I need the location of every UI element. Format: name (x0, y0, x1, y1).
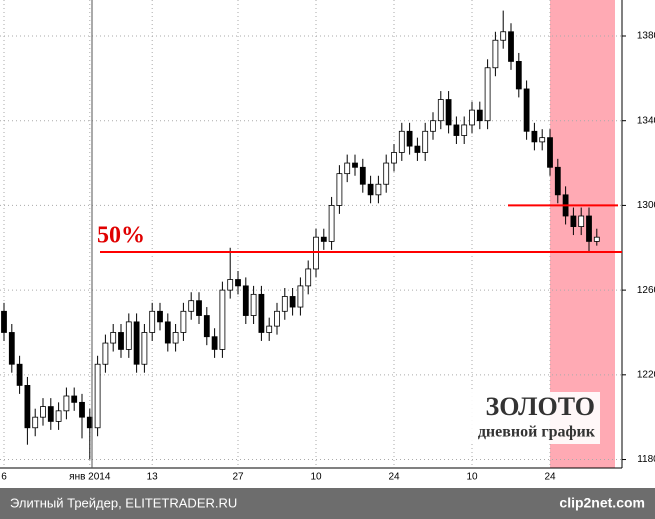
candle-body (414, 145, 421, 153)
candle-body (266, 325, 273, 333)
x-tick-label: янв 2014 (69, 472, 111, 483)
candle-body (359, 166, 366, 185)
y-tick-label: 1260 (637, 285, 655, 296)
y-tick-label: 1340 (637, 115, 655, 126)
candle-body (484, 67, 491, 122)
candle-body (227, 279, 234, 291)
candle-body (305, 268, 312, 287)
candle-body (133, 321, 140, 365)
candle-body (508, 31, 514, 62)
candle-body (172, 332, 179, 344)
candle-body (242, 285, 249, 316)
title-box (440, 392, 600, 444)
candle-body (79, 401, 85, 418)
candle-body (258, 293, 265, 333)
candle-body (523, 88, 530, 132)
candle-body (40, 406, 46, 418)
chart-title: ЗОЛОТО (486, 392, 595, 421)
highlight-zone (550, 0, 615, 468)
y-tick-label: 1380 (637, 31, 655, 42)
candle-body (211, 336, 218, 350)
candle-body (578, 215, 585, 227)
candle-body (570, 215, 577, 227)
candle-body (344, 162, 351, 175)
y-tick-label: 1300 (637, 200, 655, 211)
candle-body (391, 152, 397, 164)
x-tick-label: 24 (388, 472, 400, 483)
x-tick-label: 6 (1, 472, 7, 483)
candle-body (445, 99, 452, 126)
candle-body (8, 332, 15, 365)
candle-body (289, 296, 296, 308)
candle-body (250, 293, 257, 316)
candle-body (24, 385, 31, 429)
candle-body (313, 236, 319, 270)
candle-body (406, 130, 413, 147)
candle-body (32, 416, 39, 429)
candle-body (398, 130, 405, 153)
x-tick-label: 27 (232, 472, 244, 483)
y-tick-label: 1180 (637, 454, 655, 465)
candle-body (430, 120, 436, 132)
chart-subtitle: дневной график (478, 424, 596, 441)
candle-body (110, 332, 117, 344)
annotation: 50% (97, 223, 145, 249)
candle-body (539, 137, 546, 143)
candle-body (94, 363, 101, 429)
candle-body (63, 395, 70, 412)
y-tick-label: 1220 (637, 369, 655, 380)
candle-body (547, 137, 553, 168)
candle-body (118, 332, 124, 350)
candle-body (55, 410, 62, 422)
candle-body (164, 321, 171, 344)
candle-body (1, 310, 7, 333)
x-tick-label: 13 (147, 472, 159, 483)
x-tick-label: 10 (310, 472, 322, 483)
candle-body (47, 406, 54, 422)
candle-body (71, 395, 78, 403)
candle-body (320, 236, 327, 242)
candle-body (375, 183, 382, 196)
candle-body (16, 363, 23, 386)
candle-body (188, 300, 195, 312)
candle-body (593, 236, 600, 242)
x-tick-label: 10 (466, 472, 478, 483)
candle-body (180, 310, 187, 333)
candle-body (461, 124, 468, 136)
candles (1, 10, 600, 460)
candle-body (437, 99, 444, 122)
candle-body (297, 285, 304, 308)
footer-bar (0, 488, 655, 519)
candle-body (281, 296, 288, 312)
candle-body (367, 183, 374, 196)
candle-body (328, 205, 335, 242)
candle-body (586, 215, 592, 242)
candle-body (383, 162, 390, 185)
candle-body (157, 310, 163, 323)
candle-body (102, 342, 109, 365)
x-tick-label: 24 (544, 472, 556, 483)
candle-body (274, 310, 280, 327)
candle-body (500, 31, 507, 41)
candle-body (469, 109, 475, 126)
candle-body (125, 321, 132, 350)
candle-body (554, 166, 561, 196)
candle-body (352, 162, 358, 168)
footer-text: Элитный Трейдер, ELITETRADER.RU (10, 495, 237, 510)
candle-body (149, 310, 156, 333)
candle-body (492, 39, 499, 69)
candle-body (453, 124, 460, 136)
watermark: clip2net.com (559, 495, 645, 511)
candle-body (515, 61, 522, 90)
candle-body (235, 279, 241, 287)
candle-body (196, 300, 202, 316)
candle-body (203, 315, 210, 338)
candle-body (336, 173, 343, 206)
candle-body (141, 332, 148, 365)
candle-body (422, 130, 429, 153)
candle-body (476, 109, 483, 122)
candle-body (531, 130, 538, 143)
candle-body (219, 289, 226, 350)
